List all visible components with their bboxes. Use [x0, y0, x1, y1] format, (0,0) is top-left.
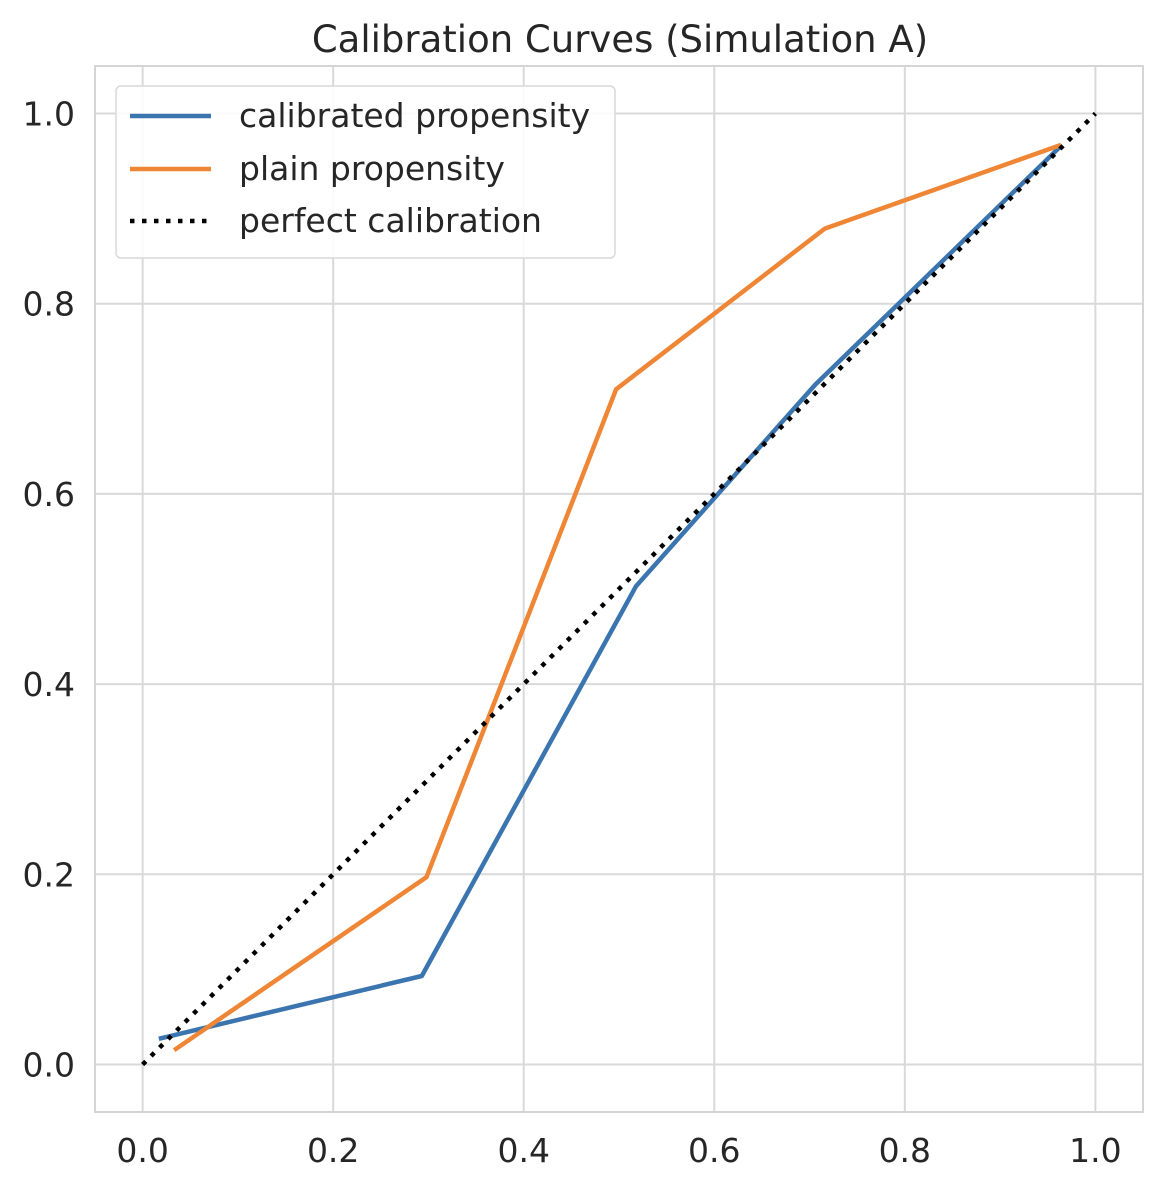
y-tick-label: 0.4 [23, 665, 75, 704]
x-tick-label: 0.4 [497, 1131, 549, 1170]
x-tick-label: 0.0 [116, 1131, 168, 1170]
chart-title: Calibration Curves (Simulation A) [312, 18, 928, 61]
y-tick-label: 1.0 [23, 95, 75, 134]
series-layer [141, 111, 1097, 1067]
y-tick-label: 0.8 [23, 285, 75, 324]
legend-label: plain propensity [239, 149, 505, 188]
y-tick-label: 0.6 [23, 475, 75, 514]
tick-labels: 0.0 0.2 0.4 0.6 0.8 1.0 0.0 0.2 0.4 0.6 0.8 1.0 [23, 95, 1122, 1170]
y-tick-label: 0.2 [23, 855, 75, 894]
legend-label: calibrated propensity [239, 96, 590, 135]
legend-label: perfect calibration [239, 201, 542, 240]
series-line-calibrated-propensity [158, 145, 1062, 1041]
x-tick-label: 0.8 [879, 1131, 931, 1170]
series-line-plain-propensity [172, 142, 1062, 1053]
legend: calibrated propensity plain propensity per… [115, 85, 616, 259]
x-tick-label: 1.0 [1069, 1131, 1121, 1170]
legend-box [115, 85, 616, 259]
series-line-perfect-calibration [141, 111, 1097, 1067]
x-tick-label: 0.2 [307, 1131, 359, 1170]
x-tick-label: 0.6 [688, 1131, 740, 1170]
y-tick-label: 0.0 [23, 1045, 75, 1084]
plot-frame [94, 65, 1144, 1113]
